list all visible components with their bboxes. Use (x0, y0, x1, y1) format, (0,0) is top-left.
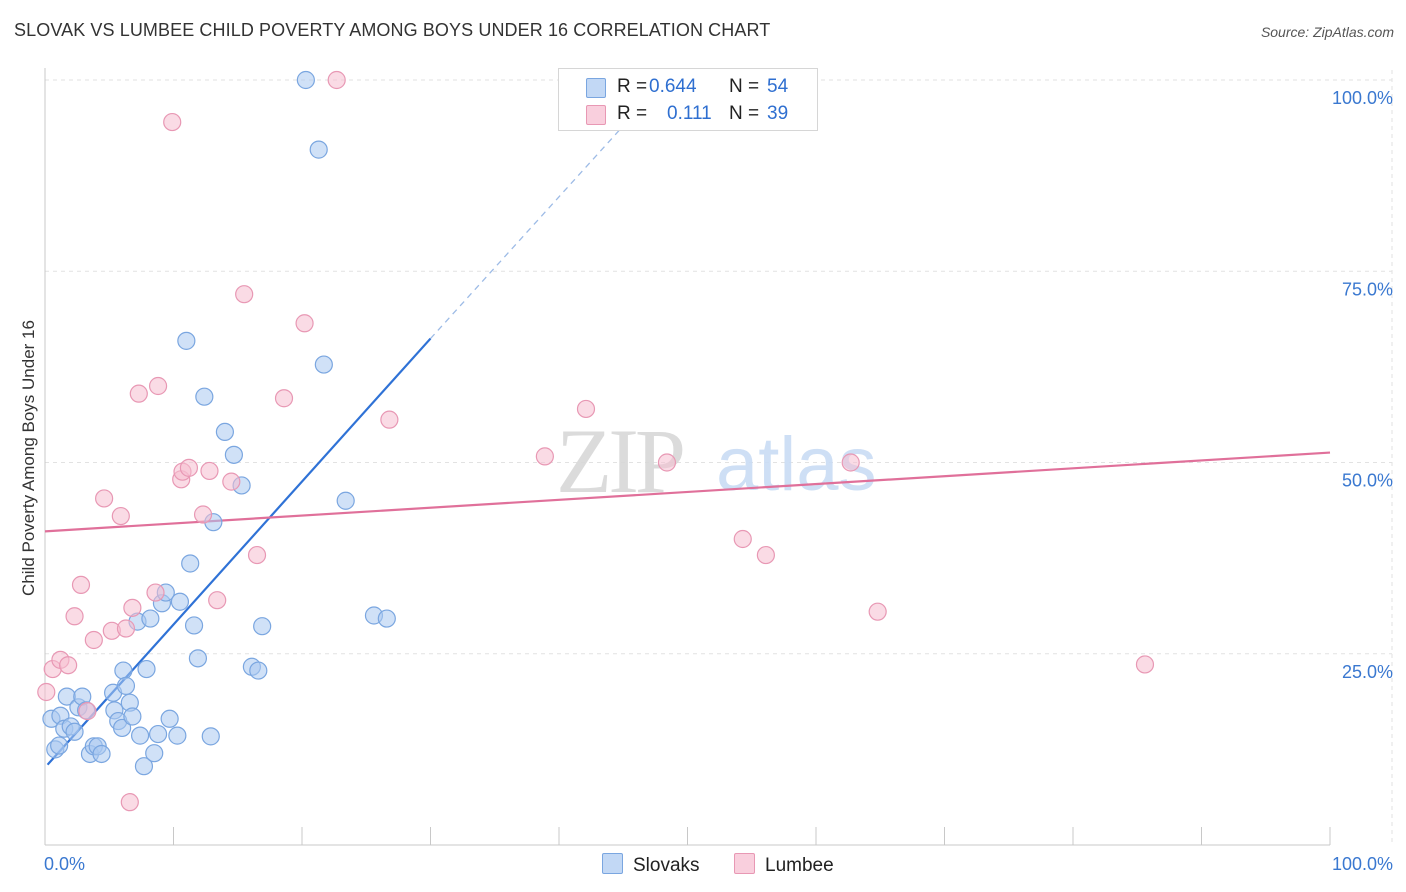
x-tick-label: 100.0% (1332, 854, 1393, 874)
axis-labels: 25.0% 50.0% 75.0% 100.0% 0.0% 100.0% Child Pov… (19, 88, 1393, 874)
y-tick-label: 100.0% (1332, 88, 1393, 108)
bottom-legend-lumbee-label: Lumbee (765, 855, 834, 876)
lumbee-point (123, 598, 142, 617)
lumbee-point (163, 112, 182, 132)
slovaks-point (314, 355, 333, 374)
slovaks-trendline-extension (430, 125, 624, 340)
lumbee-point (327, 70, 346, 90)
slovaks-point (134, 757, 154, 776)
legend-n-label: N = (729, 103, 760, 124)
legend-n-value: 54 (767, 76, 789, 97)
chart-title: SLOVAK VS LUMBEE CHILD POVERTY AMONG BOY… (14, 20, 771, 40)
slovaks-point (309, 140, 328, 159)
lumbee-point (129, 384, 148, 403)
stats-legend: R = 0.644 N = 54 R = 0.111 N = 39 (558, 68, 818, 131)
lumbee-point (111, 506, 130, 526)
lumbee-point (37, 682, 56, 702)
lumbee-point (657, 453, 677, 472)
slovaks-point (50, 736, 69, 755)
slovaks-point (116, 676, 136, 695)
slovaks-point (215, 422, 234, 441)
slovaks-point (188, 649, 208, 668)
lumbee-point (295, 314, 314, 333)
lumbee-point (193, 505, 213, 524)
slovaks-point (160, 709, 179, 728)
legend-n-label: N = (729, 76, 760, 97)
lumbee-point (84, 630, 103, 650)
slovaks-point (114, 661, 133, 680)
lumbee-point (380, 410, 399, 429)
bottom-legend-lumbee: Lumbee (734, 853, 834, 877)
lumbee-point (535, 447, 554, 466)
slovaks-point (168, 726, 187, 745)
slovaks-point (170, 592, 190, 611)
slovaks-point (123, 707, 142, 726)
legend-r-label: R = (617, 103, 648, 124)
lumbee-point (65, 607, 84, 626)
slovaks-swatch (586, 78, 606, 98)
slovaks-point (181, 554, 200, 573)
slovaks-point (130, 726, 150, 745)
lumbee-point (733, 529, 752, 549)
lumbee-point (71, 575, 91, 595)
lumbee-point (116, 619, 136, 638)
lumbee-point (576, 399, 596, 419)
lumbee-point (120, 793, 139, 812)
slovaks-swatch (602, 853, 623, 874)
bottom-legend-slovaks: Slovaks (602, 853, 700, 877)
lumbee-point (235, 285, 254, 304)
bottom-legend-slovaks-label: Slovaks (633, 855, 700, 876)
slovaks-trendline (46, 337, 432, 766)
slovaks-point (249, 661, 268, 680)
x-tick-label: 0.0% (44, 854, 85, 874)
legend-r-value: 0.644 (649, 76, 697, 97)
slovaks-point (336, 491, 355, 510)
legend-r-label: R = (617, 76, 648, 97)
lumbee-point (78, 702, 97, 721)
lumbee-point (756, 545, 775, 565)
slovaks-point (253, 617, 272, 636)
slovaks-point (377, 609, 396, 628)
slovaks-point (92, 744, 111, 764)
y-tick-label: 25.0% (1342, 662, 1393, 682)
slovaks-point (148, 724, 168, 744)
lumbee-point (208, 591, 227, 610)
lumbee-point (1135, 655, 1155, 674)
lumbee-point (95, 489, 114, 508)
lumbee-swatch (586, 105, 606, 125)
lumbee-point (148, 376, 168, 396)
y-tick-label: 50.0% (1342, 471, 1393, 491)
legend-r-value: 0.111 (667, 103, 712, 124)
y-axis-title: Child Poverty Among Boys Under 16 (19, 320, 38, 596)
lumbee-point (59, 656, 78, 675)
lumbee-point (868, 602, 887, 621)
slovaks-point (296, 70, 315, 90)
slovaks-point (137, 659, 156, 679)
lumbee-point (146, 583, 165, 602)
lumbee-point (274, 389, 294, 408)
slovaks-point (141, 609, 160, 628)
y-tick-label: 75.0% (1342, 279, 1393, 299)
lumbee-point (247, 545, 267, 565)
lumbee-point (179, 458, 199, 477)
slovaks-point (177, 331, 196, 350)
lumbee-trendline (44, 451, 1331, 533)
slovaks-point (224, 445, 243, 464)
lumbee-point (200, 461, 219, 481)
slovaks-point (184, 616, 204, 635)
lumbee-points (37, 70, 1155, 812)
source-label: Source: ZipAtlas.com (1260, 24, 1394, 40)
slovaks-point (145, 744, 164, 763)
legend-n-value: 39 (767, 103, 789, 124)
slovaks-point (195, 387, 214, 406)
slovaks-point (201, 727, 220, 746)
slovaks-point (112, 718, 132, 738)
lumbee-swatch (734, 853, 755, 874)
slovaks-point (65, 722, 84, 741)
slovaks-points (42, 70, 396, 776)
lumbee-point (841, 453, 860, 472)
lumbee-point (222, 472, 241, 491)
